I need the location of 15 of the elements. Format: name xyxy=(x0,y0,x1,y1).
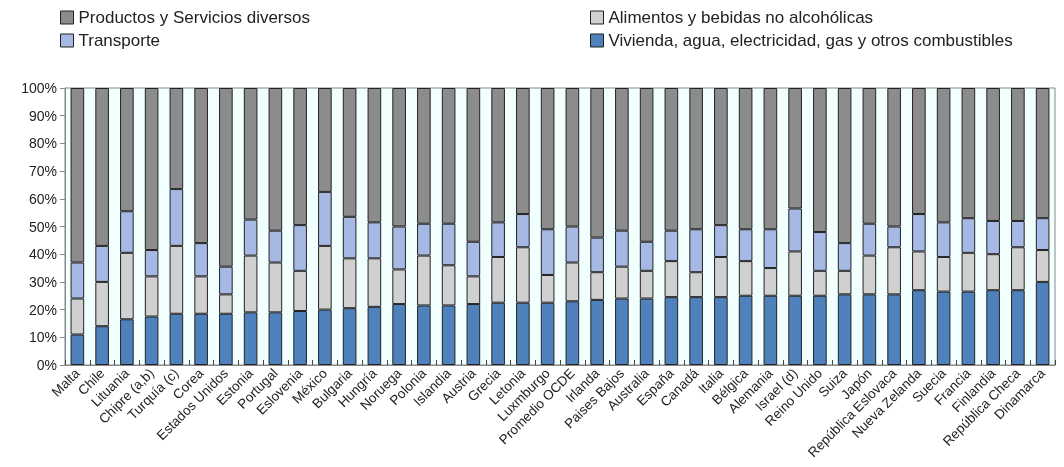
y-tick-label: 90% xyxy=(28,107,57,124)
y-tick-label: 40% xyxy=(28,246,57,263)
y-tick-label: 100% xyxy=(21,80,57,96)
y-tick-label: 80% xyxy=(28,135,57,152)
legend-label: Productos y Servicios diversos xyxy=(78,8,310,27)
y-tick-label: 60% xyxy=(28,190,57,207)
y-tick-label: 20% xyxy=(28,301,57,318)
y-tick-label: 70% xyxy=(28,163,57,180)
legend-label: Transporte xyxy=(78,31,161,50)
legend-label: Vivienda, agua, electricidad, gas y otros combustibles xyxy=(608,31,1013,50)
y-tick-label: 0% xyxy=(36,357,57,373)
legend-label: Alimentos y bebidas no alcohólicas xyxy=(608,8,874,27)
y-tick-label: 50% xyxy=(28,218,57,235)
y-tick-label: 30% xyxy=(28,273,57,290)
y-tick-label: 10% xyxy=(28,329,57,346)
